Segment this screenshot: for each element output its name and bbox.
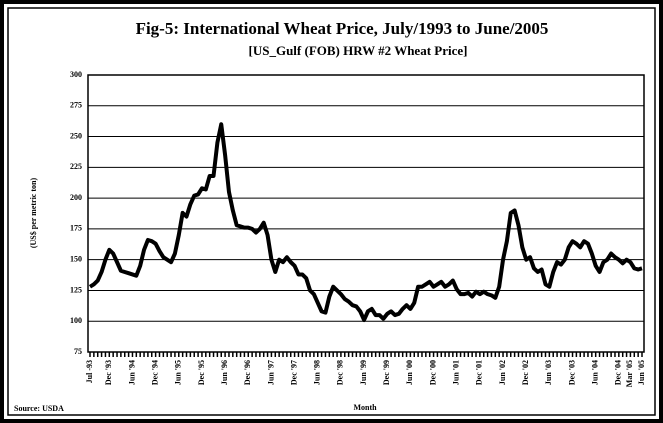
x-tick-label: Dec '98 <box>336 360 345 385</box>
x-tick-label: Jun '01 <box>452 360 461 385</box>
y-tick-label: 200 <box>70 193 82 202</box>
x-tick-label: Jun '97 <box>266 360 275 385</box>
y-tick-label: 275 <box>70 101 82 110</box>
x-tick-label: Jun '05 <box>637 360 646 385</box>
price-line <box>88 122 643 322</box>
chart-title: Fig-5: International Wheat Price, July/1… <box>136 19 549 38</box>
x-tick-label: Dec '01 <box>475 360 484 385</box>
chart-subtitle: [US_Gulf (FOB) HRW #2 Wheat Price] <box>249 43 468 58</box>
y-axis-label: (US$ per metric ton) <box>29 178 38 249</box>
y-tick-label: 300 <box>70 70 82 79</box>
x-tick-label: Dec '93 <box>104 360 113 385</box>
x-tick-label: Jul -93 <box>85 360 94 383</box>
y-tick-label: 175 <box>70 224 82 233</box>
x-tick-label: Jun '00 <box>405 360 414 385</box>
x-tick-label: Dec '00 <box>428 360 437 385</box>
x-tick-label: Jun '99 <box>359 360 368 385</box>
x-tick-label: Dec '96 <box>243 360 252 385</box>
x-tick-label: Dec '97 <box>289 360 298 385</box>
x-tick-label: Dec '02 <box>521 360 530 385</box>
source: Source: USDA <box>14 404 64 413</box>
x-tick-label: Jun '94 <box>127 360 136 385</box>
x-axis-label: Month <box>353 403 377 412</box>
y-tick-label: 150 <box>70 254 82 263</box>
x-tick-label: Jun '04 <box>591 360 600 385</box>
y-tick-label: 225 <box>70 162 82 171</box>
y-tick-label: 100 <box>70 316 82 325</box>
x-tick-label: Jun '02 <box>498 360 507 385</box>
x-tick-label: Jun '98 <box>313 360 322 385</box>
x-tick-label: Jun '03 <box>544 360 553 385</box>
x-tick-label: Dec '04 <box>614 360 623 385</box>
x-tick-label: Mar '05 <box>625 360 634 387</box>
x-tick-label: Jun '95 <box>174 360 183 385</box>
plot-area <box>87 74 645 353</box>
y-tick-label: 250 <box>70 131 82 140</box>
x-tick-label: Jun '96 <box>220 360 229 385</box>
y-tick-label: 75 <box>74 347 82 356</box>
y-tick-label: 125 <box>70 285 82 294</box>
inner-frame <box>7 7 656 416</box>
x-tick-label: Dec '95 <box>197 360 206 385</box>
x-tick-label: Dec '94 <box>150 360 159 385</box>
x-tick-label: Dec '03 <box>567 360 576 385</box>
x-tick-label: Dec '99 <box>382 360 391 385</box>
